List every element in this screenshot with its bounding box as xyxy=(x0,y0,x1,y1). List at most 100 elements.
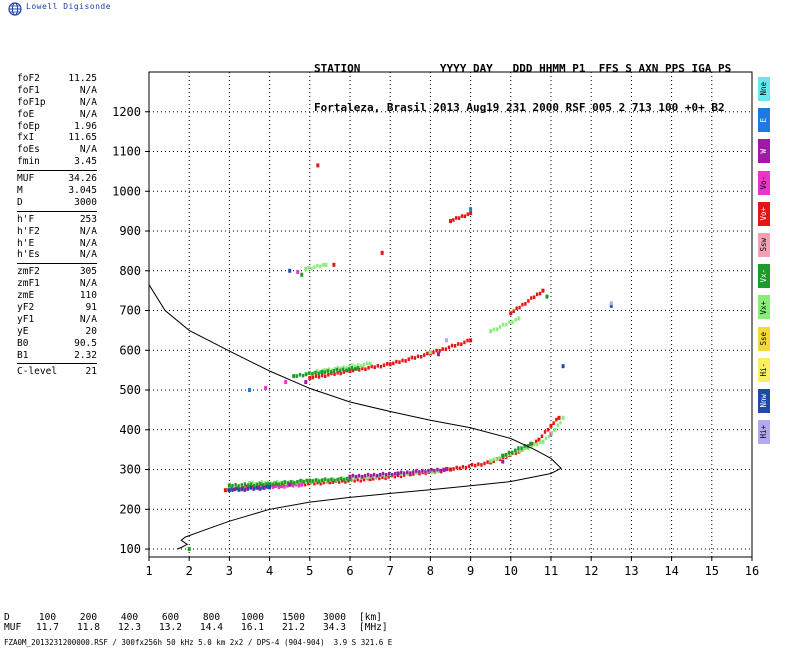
echo-point xyxy=(514,318,517,322)
param-label: yE xyxy=(17,325,29,337)
echo-point xyxy=(489,458,493,463)
echo-point xyxy=(321,263,325,267)
echo-point xyxy=(495,327,499,332)
echo-point xyxy=(393,474,397,479)
header-field-values: Fortaleza, Brasil 2013 Aug19 231 2000 RS… xyxy=(314,101,725,114)
echo-point xyxy=(371,476,375,481)
echo-point xyxy=(474,463,477,468)
echo-point xyxy=(303,479,307,484)
echo-point xyxy=(344,477,347,481)
echo-point xyxy=(266,480,270,485)
echo-point xyxy=(415,471,418,476)
echo-point xyxy=(514,451,517,456)
echo-point xyxy=(295,374,299,378)
echo-point xyxy=(314,478,318,482)
x-tick-label: 2 xyxy=(186,564,193,578)
echo-point xyxy=(441,347,444,351)
echo-point xyxy=(259,481,262,486)
param-label: yF1 xyxy=(17,313,35,325)
echo-point xyxy=(495,457,498,462)
legend-item: Sse xyxy=(758,326,770,351)
echo-point xyxy=(231,483,234,488)
echo-point xyxy=(379,364,383,369)
x-tick-label: 3 xyxy=(226,564,233,578)
table-cell: 13.2 xyxy=(159,622,182,633)
echo-point xyxy=(347,478,350,483)
echo-point xyxy=(252,487,256,491)
echo-point xyxy=(302,479,305,484)
echo-point xyxy=(544,436,548,441)
echo-point xyxy=(521,302,524,307)
param-row: yF2 91 xyxy=(17,302,97,314)
echo-point xyxy=(330,368,333,372)
echo-point xyxy=(423,353,426,357)
legend-item: Vx+ xyxy=(758,295,770,320)
echo-point xyxy=(271,482,274,487)
echo-point xyxy=(320,478,324,482)
echo-point xyxy=(245,484,248,489)
legend-item: Ssw xyxy=(758,232,770,257)
echo-point xyxy=(187,547,191,552)
echo-point xyxy=(339,476,342,481)
echo-point xyxy=(363,362,366,367)
echo-point xyxy=(561,364,565,369)
brand: Lowell Digisonde xyxy=(8,2,111,16)
echo-point xyxy=(540,434,544,439)
param-label: yF2 xyxy=(17,302,35,314)
echo-point xyxy=(294,480,298,485)
legend-item: E xyxy=(758,108,770,133)
echo-point xyxy=(328,477,332,482)
echo-series-Hi+ xyxy=(444,301,613,343)
param-value: N/A xyxy=(79,144,97,156)
echo-point xyxy=(517,446,520,450)
echo-point xyxy=(439,468,442,473)
echo-point xyxy=(265,482,268,486)
echo-point xyxy=(460,342,463,347)
param-value: 1.96 xyxy=(74,120,97,132)
x-tick-label: 7 xyxy=(387,564,394,578)
x-tick-label: 14 xyxy=(664,564,678,578)
param-value: 91 xyxy=(85,302,97,314)
echo-point xyxy=(284,380,288,385)
echo-point xyxy=(311,375,315,380)
echo-point xyxy=(415,469,418,473)
echo-point xyxy=(412,470,415,474)
echo-point xyxy=(259,487,262,491)
param-label: fxI xyxy=(17,132,35,144)
echo-point xyxy=(313,265,316,269)
echo-series-E xyxy=(248,207,473,393)
echo-point xyxy=(333,478,336,483)
echo-point xyxy=(416,354,420,359)
echo-point xyxy=(344,480,347,484)
param-row: B1 2.32 xyxy=(17,350,97,362)
echo-point xyxy=(313,481,316,486)
echo-point xyxy=(464,465,468,470)
echo-point xyxy=(530,296,533,300)
echo-point xyxy=(427,468,430,473)
param-value: N/A xyxy=(79,96,97,108)
y-tick-label: 100 xyxy=(119,542,141,556)
echo-point xyxy=(333,367,336,371)
table-unit: [MHz] xyxy=(359,622,388,633)
echo-point xyxy=(223,488,227,493)
echo-point xyxy=(311,372,314,376)
echo-point xyxy=(324,262,328,267)
echo-traces xyxy=(187,163,613,552)
echo-point xyxy=(265,484,268,489)
echo-point xyxy=(370,364,373,369)
echo-point xyxy=(543,430,547,434)
param-label: B1 xyxy=(17,349,29,361)
param-label: foF2 xyxy=(17,73,40,84)
echo-point xyxy=(469,338,473,343)
param-row: h'E N/A xyxy=(17,238,97,250)
param-label: h'E xyxy=(17,237,35,249)
echo-point xyxy=(354,474,358,479)
echo-point xyxy=(237,484,240,488)
echo-point xyxy=(316,263,319,268)
table-cell: 21.2 xyxy=(282,622,305,633)
echo-point xyxy=(394,471,397,476)
echo-point xyxy=(333,372,336,376)
echo-point xyxy=(305,478,308,483)
echo-point xyxy=(505,322,508,327)
param-label: D xyxy=(17,196,23,208)
